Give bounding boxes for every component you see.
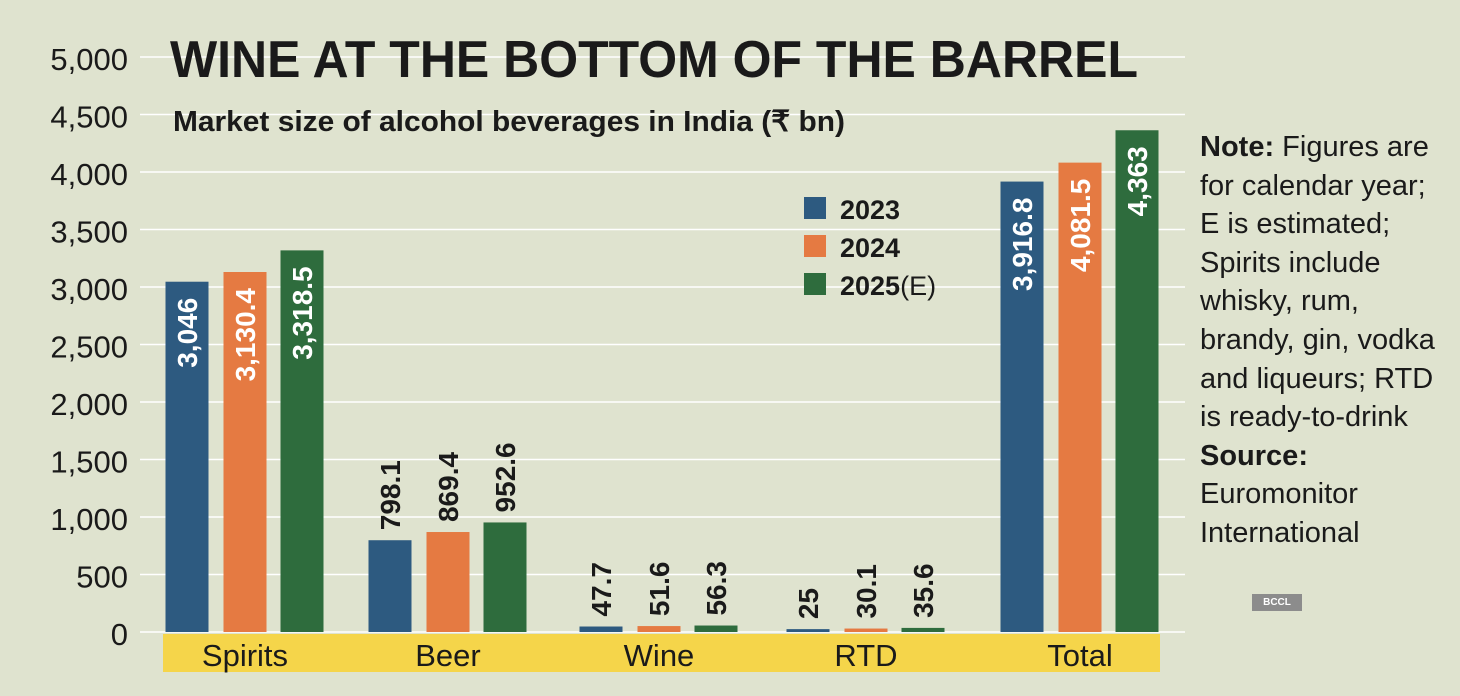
bar — [483, 522, 527, 632]
legend-label: 2025(E) — [840, 271, 936, 301]
bar — [280, 250, 324, 632]
x-tick-label: Spirits — [202, 638, 288, 673]
bar — [165, 281, 209, 632]
y-tick-label: 2,500 — [50, 330, 128, 365]
source-text: Euromonitor International — [1200, 478, 1360, 549]
bar — [1058, 162, 1102, 632]
bar-value-label: 35.6 — [908, 563, 939, 618]
y-tick-label: 3,500 — [50, 215, 128, 250]
bccl-badge: BCCL — [1252, 594, 1302, 611]
bar — [579, 626, 623, 632]
bar-value-label: 56.3 — [701, 561, 732, 616]
y-tick-label: 4,000 — [50, 157, 128, 192]
bar — [694, 625, 738, 632]
x-tick-label: Wine — [624, 638, 695, 673]
bar-value-label: 869.4 — [433, 452, 464, 522]
y-tick-label: 1,000 — [50, 502, 128, 537]
chart-subtitle: Market size of alcohol beverages in Indi… — [173, 106, 845, 138]
bar — [637, 626, 681, 632]
bar-value-label: 798.1 — [375, 460, 406, 530]
bar — [1115, 130, 1159, 632]
bar-value-label: 3,318.5 — [287, 266, 318, 359]
legend-label: 2023 — [840, 195, 900, 225]
legend-year: 2023 — [840, 195, 900, 225]
bar — [901, 627, 945, 632]
y-tick-label: 500 — [76, 560, 128, 595]
bar — [223, 272, 267, 632]
bar-value-label: 47.7 — [586, 562, 617, 617]
legend-label: 2024 — [840, 233, 900, 263]
category-band — [163, 634, 1160, 672]
bars — [165, 130, 1159, 632]
bar — [1000, 181, 1044, 632]
bar — [426, 532, 470, 632]
legend-year: 2024 — [840, 233, 900, 263]
y-tick-label: 4,500 — [50, 100, 128, 135]
source-label: Source: — [1200, 439, 1308, 472]
bar-value-label: 3,130.4 — [230, 288, 261, 382]
chart-title: WINE AT THE BOTTOM OF THE BARREL — [170, 31, 1138, 89]
y-tick-label: 5,000 — [50, 42, 128, 77]
bar-value-label: 30.1 — [851, 564, 882, 619]
y-tick-label: 0 — [111, 617, 128, 652]
y-axis-labels: 0 500 1,000 1,500 2,000 2,500 3,000 3,500 4,000 4… — [50, 42, 128, 652]
legend-year: 2025 — [840, 271, 900, 301]
bar-value-label: 4,363 — [1122, 146, 1153, 216]
legend-swatch — [804, 197, 826, 219]
x-tick-label: RTD — [834, 638, 897, 673]
bar — [844, 628, 888, 632]
y-tick-label: 2,000 — [50, 387, 128, 422]
x-tick-label: Total — [1047, 638, 1112, 673]
note-label: Note: — [1200, 131, 1275, 163]
bar-value-label: 3,046 — [172, 298, 203, 368]
y-tick-label: 1,500 — [50, 445, 128, 480]
bar-value-label: 3,916.8 — [1007, 198, 1038, 291]
legend: 2023 2024 2025(E) — [804, 195, 936, 301]
y-tick-label: 3,000 — [50, 272, 128, 307]
bar-value-labels: 3,046 798.1 47.7 25 3,916.8 3,130.4 869.4 51.6 3… — [172, 146, 1153, 619]
legend-suffix: (E) — [900, 271, 936, 301]
x-axis-labels: Spirits Beer Wine RTD Total — [202, 638, 1113, 673]
bar-value-label: 4,081.5 — [1065, 179, 1096, 272]
bar-value-label: 952.6 — [490, 442, 521, 512]
legend-swatch — [804, 273, 826, 295]
bar — [368, 540, 412, 632]
bar-value-label: 25 — [793, 588, 824, 619]
legend-swatch — [804, 235, 826, 257]
note-text: Figures are for calendar year; E is esti… — [1200, 131, 1435, 434]
bar — [786, 629, 830, 632]
chart-note: Note: Figures are for calendar year; E i… — [1200, 128, 1450, 553]
bar-value-label: 51.6 — [644, 562, 675, 617]
x-tick-label: Beer — [415, 638, 480, 673]
